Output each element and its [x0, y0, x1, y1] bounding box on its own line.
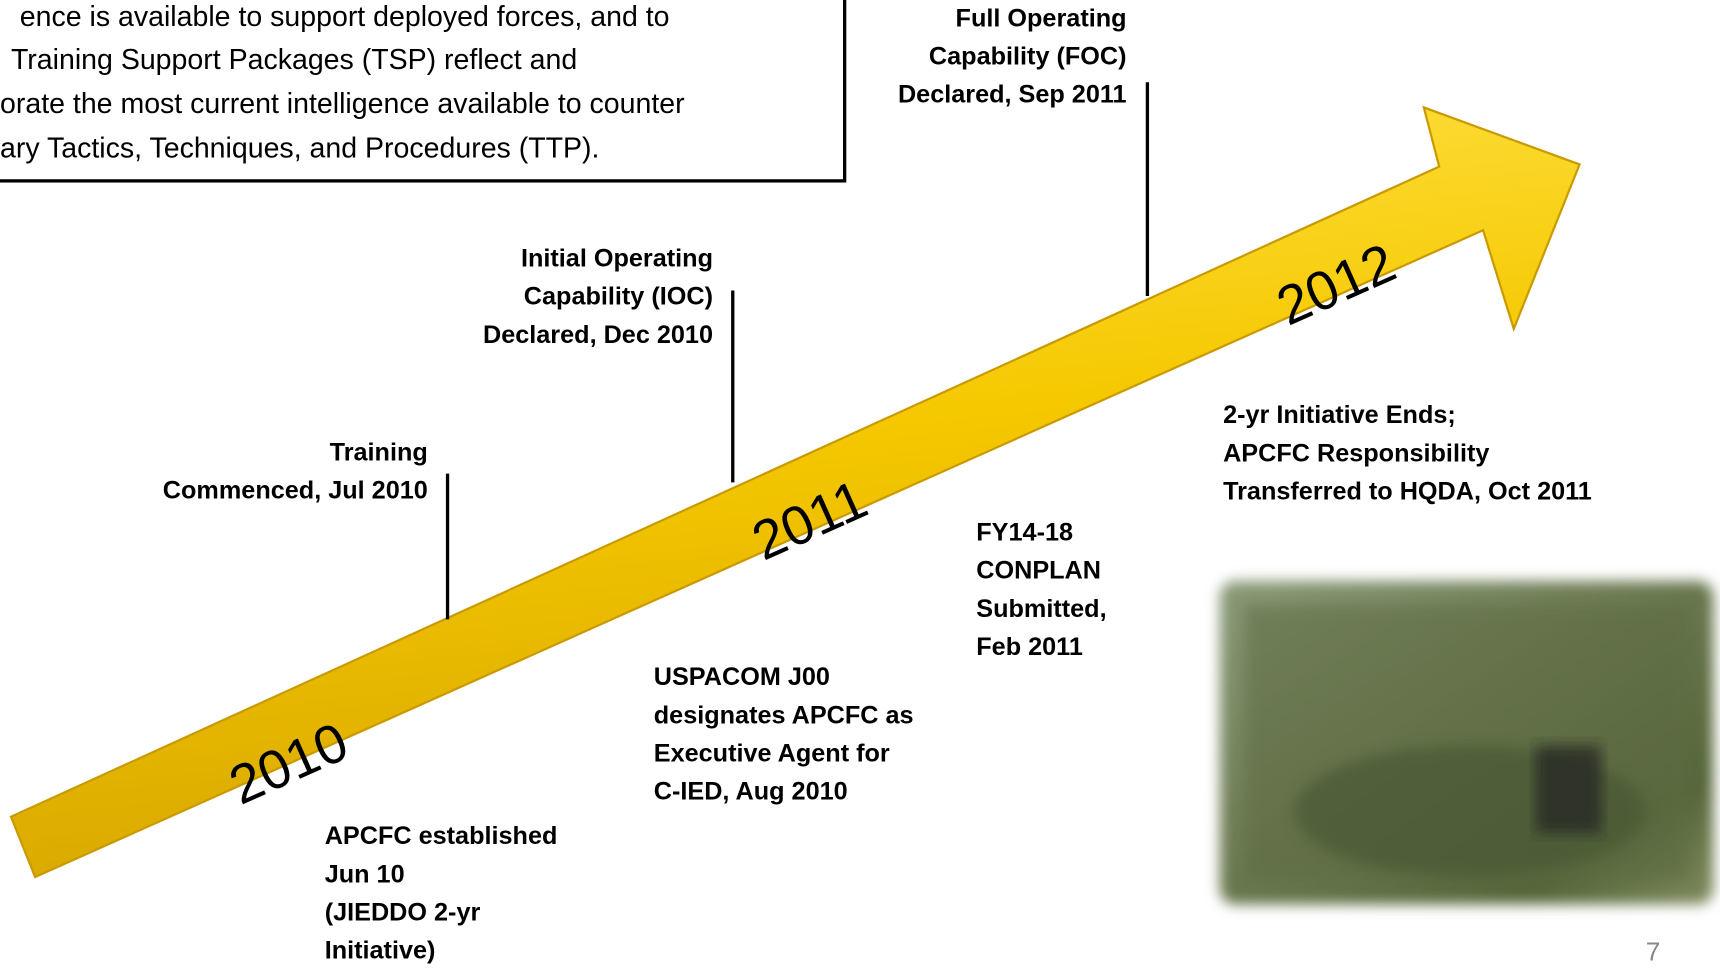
- event-line: Initiative): [325, 937, 436, 965]
- event-line: Executive Agent for: [654, 740, 890, 768]
- event-line: Full Operating: [956, 4, 1127, 32]
- slide: ence is available to support deployed fo…: [0, 0, 1720, 968]
- event-line: (JIEDDO 2-yr: [325, 899, 481, 927]
- event-label: Training Commenced, Jul 2010: [163, 439, 428, 505]
- event-label: 2-yr Initiative Ends; APCFC Responsibilit…: [1223, 401, 1592, 505]
- event-label: APCFC established Jun 10 (JIEDDO 2-yr Initi…: [325, 822, 558, 964]
- event-line: C-IED, Aug 2010: [654, 778, 848, 806]
- event-line: APCFC Responsibility: [1223, 439, 1489, 467]
- event-line: Transferred to HQDA, Oct 2011: [1223, 478, 1592, 506]
- photo: [1220, 581, 1714, 904]
- event-line: Commenced, Jul 2010: [163, 477, 428, 505]
- event-line: 2-yr Initiative Ends;: [1223, 401, 1456, 429]
- event-line: CONPLAN: [976, 557, 1101, 585]
- page-number: 7: [1646, 937, 1661, 967]
- event-line: APCFC established: [325, 822, 558, 850]
- event-line: designates APCFC as: [654, 701, 914, 729]
- event-line: Initial Operating: [521, 244, 713, 272]
- event-line: Capability (FOC): [929, 43, 1127, 71]
- event-line: Feb 2011: [976, 633, 1083, 661]
- text-line: Training Support Packages (TSP) reflect …: [11, 44, 577, 76]
- event-line: Capability (IOC): [524, 283, 713, 311]
- event-line: Training: [330, 439, 428, 467]
- text-line: ary Tactics, Techniques, and Procedures …: [0, 133, 599, 165]
- event-label: Initial Operating Capability (IOC) Declare…: [483, 244, 713, 348]
- event-line: USPACOM J00: [654, 663, 830, 691]
- event-line: FY14-18: [976, 519, 1073, 547]
- event-line: Declared, Sep 2011: [898, 81, 1127, 109]
- event-label: USPACOM J00 designates APCFC as Executive …: [654, 663, 914, 805]
- event-line: Submitted,: [976, 595, 1106, 623]
- event-line: Jun 10: [325, 860, 405, 888]
- page: {"text_box": {"lines": [ "ence is availa…: [0, 0, 1720, 968]
- event-label: FY14-18 CONPLAN Submitted, Feb 2011: [976, 519, 1106, 661]
- text-line: orate the most current intelligence avai…: [0, 88, 685, 120]
- text-line: ence is available to support deployed fo…: [20, 1, 670, 33]
- event-line: Declared, Dec 2010: [483, 321, 713, 349]
- event-label: Full Operating Capability (FOC) Declared, …: [898, 4, 1127, 108]
